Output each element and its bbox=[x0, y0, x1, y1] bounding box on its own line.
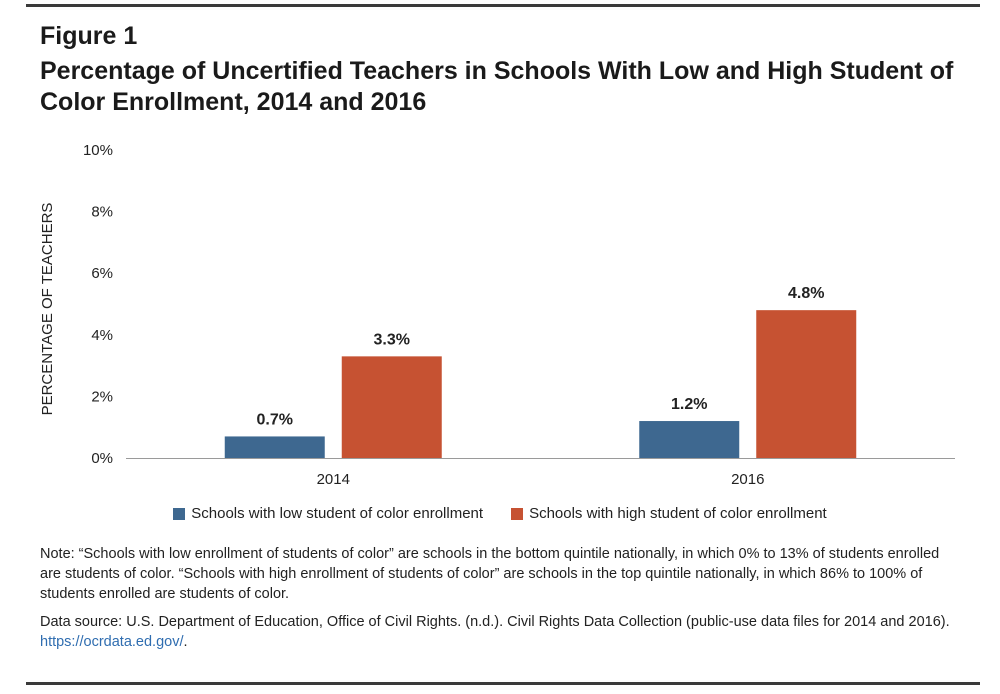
y-tick-label: 8% bbox=[91, 204, 113, 221]
y-tick-label: 6% bbox=[91, 265, 113, 282]
y-tick-label: 0% bbox=[91, 450, 113, 467]
legend-swatch-high bbox=[511, 507, 524, 520]
figure-label: Figure 1 bbox=[40, 22, 138, 50]
bar bbox=[639, 421, 740, 458]
legend-item-low: Schools with low student of color enroll… bbox=[173, 505, 483, 522]
x-tick-label: 2014 bbox=[317, 471, 350, 488]
bar-value-label: 4.8% bbox=[788, 285, 824, 302]
chart-title: Percentage of Uncertified Teachers in Sc… bbox=[40, 57, 954, 116]
legend-item-high: Schools with high student of color enrol… bbox=[511, 505, 827, 522]
top-rule bbox=[26, 4, 980, 7]
legend-swatch-low bbox=[173, 507, 186, 520]
chart-note: Note: “Schools with low enrollment of st… bbox=[40, 546, 940, 602]
legend-label-high: Schools with high student of color enrol… bbox=[529, 505, 827, 522]
bottom-rule bbox=[26, 682, 980, 685]
legend-label-low: Schools with low student of color enroll… bbox=[191, 505, 484, 522]
data-source-end: . bbox=[183, 634, 188, 650]
y-tick-label: 10% bbox=[83, 142, 113, 159]
y-tick-label: 4% bbox=[91, 327, 113, 344]
bar bbox=[756, 310, 857, 458]
x-tick-label: 2016 bbox=[731, 471, 764, 488]
bar-chart: 0% 2% 4% 6% 8% 10% PERCENTAGE OF TEACHERS 0.7… bbox=[39, 142, 955, 488]
y-axis-label: PERCENTAGE OF TEACHERS bbox=[39, 203, 56, 416]
bars: 0.7% 3.3% 1.2% 4.8% bbox=[224, 285, 857, 458]
bar bbox=[341, 356, 442, 458]
x-axis: 2014 2016 bbox=[317, 471, 765, 488]
bar bbox=[224, 436, 325, 458]
legend: Schools with low student of color enroll… bbox=[0, 505, 1000, 522]
bar-value-label: 1.2% bbox=[671, 396, 707, 413]
data-source-text: Data source: U.S. Department of Educatio… bbox=[40, 614, 950, 630]
bar-value-label: 0.7% bbox=[257, 411, 293, 428]
data-source-link[interactable]: https://ocrdata.ed.gov/ bbox=[40, 634, 184, 650]
data-source: Data source: U.S. Department of Educatio… bbox=[40, 612, 960, 652]
bar-value-label: 3.3% bbox=[374, 331, 410, 348]
y-axis: 0% 2% 4% 6% 8% 10% bbox=[83, 142, 113, 467]
y-tick-label: 2% bbox=[91, 388, 113, 405]
